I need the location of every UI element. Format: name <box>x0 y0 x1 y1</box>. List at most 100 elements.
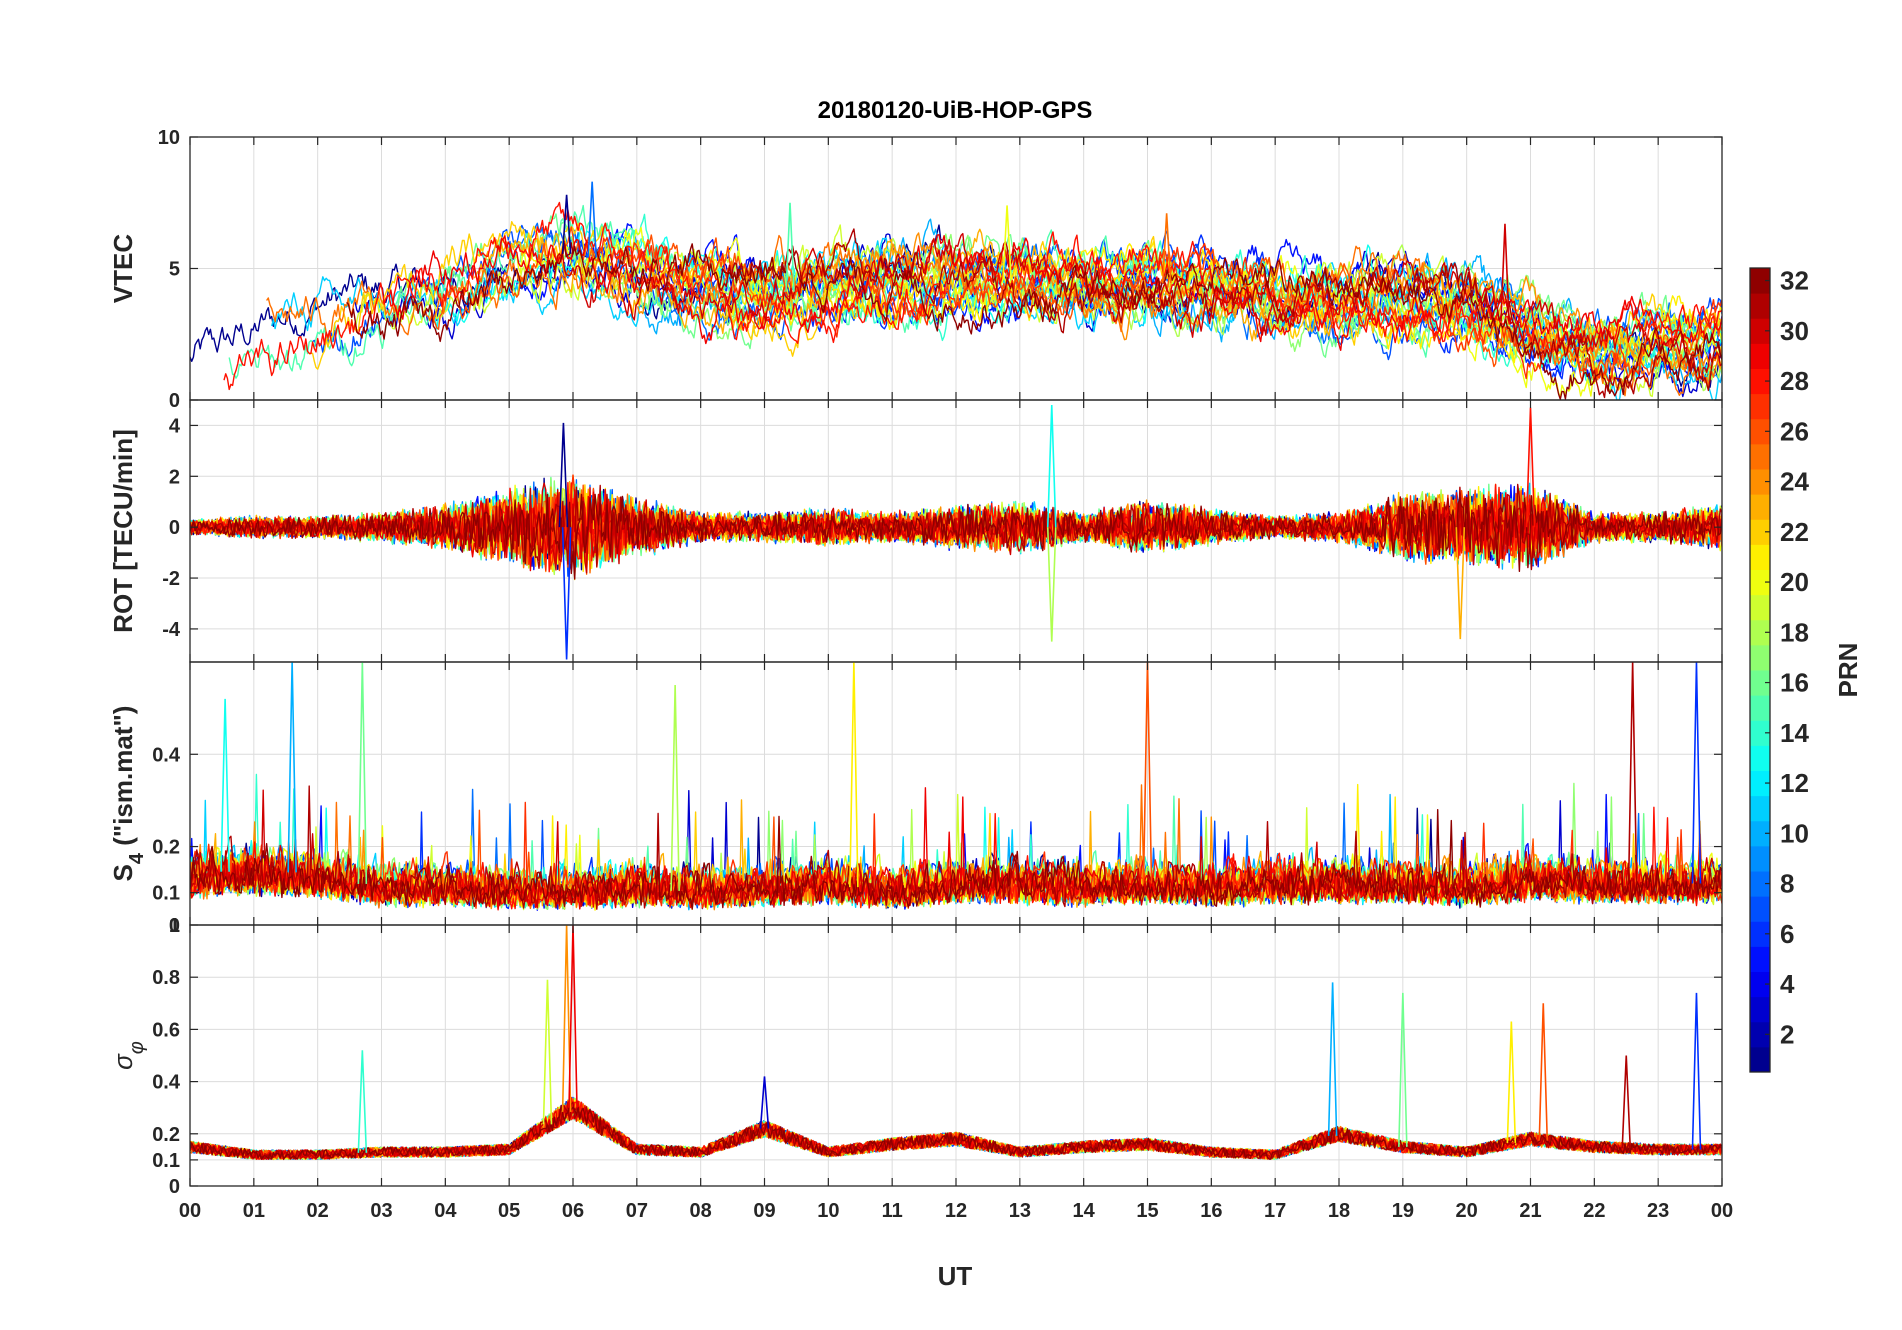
y-tick-label: 0.1 <box>152 883 180 905</box>
colorbar-segment <box>1750 971 1770 998</box>
x-tick-label: 01 <box>243 1200 265 1222</box>
peak-mark <box>1691 662 1702 884</box>
colorbar-segment <box>1750 896 1770 922</box>
colorbar-tick-label: 12 <box>1780 768 1809 798</box>
peak-mark <box>357 1050 368 1153</box>
colorbar-segment <box>1750 670 1770 696</box>
colorbar-segment <box>1750 368 1770 395</box>
colorbar-segment <box>1750 293 1770 319</box>
y-tick-label: 0.6 <box>152 1019 180 1041</box>
colorbar-segment <box>1750 318 1770 344</box>
peak-mark <box>1538 1003 1549 1141</box>
colorbar-segment <box>1750 393 1770 420</box>
y-tick-label: 2 <box>169 466 180 488</box>
peak-mark <box>759 1076 770 1129</box>
colorbar-segment <box>1750 845 1770 872</box>
peak-mark <box>1002 205 1012 280</box>
x-tick-label: 17 <box>1264 1200 1286 1222</box>
series-line-prn-32 <box>190 809 1722 910</box>
colorbar-segment <box>1750 745 1770 771</box>
series-line-prn-23 <box>473 228 1722 370</box>
colorbar-segment <box>1750 594 1770 621</box>
colorbar-segment <box>1750 418 1770 445</box>
y-tick-label: 0 <box>169 1176 180 1198</box>
peak-mark <box>1627 662 1638 884</box>
colorbar-segment <box>1750 820 1770 847</box>
y-tick-label: 0.4 <box>152 1072 181 1094</box>
peak-mark <box>1500 223 1510 322</box>
series-line-prn-30 <box>190 482 1722 574</box>
series-line-prn-32 <box>190 1104 1722 1160</box>
colorbar-tick-label: 14 <box>1780 718 1809 748</box>
series-line-prn-27 <box>596 236 1722 383</box>
colorbar-segment <box>1750 1021 1770 1048</box>
series-line-prn-20 <box>514 226 1722 399</box>
colorbar-tick-label: 18 <box>1780 617 1809 647</box>
peak-mark <box>1161 213 1172 284</box>
y-tick-label: 0.1 <box>152 1150 180 1172</box>
colorbar-segment <box>1750 644 1770 671</box>
x-tick-label: 23 <box>1647 1200 1669 1222</box>
colorbar-segment <box>1750 569 1770 596</box>
x-tick-label: 06 <box>562 1200 584 1222</box>
peak-mark <box>849 662 859 888</box>
panel-s4: 0.1 0.2 0.4 0 S4 ("ism.mat") <box>108 661 1723 937</box>
chart-title: 20180120-UiB-HOP-GPS <box>818 97 1093 124</box>
x-tick-label: 07 <box>626 1200 648 1222</box>
peak-mark <box>1691 992 1702 1150</box>
colorbar-tick-label: 2 <box>1780 1019 1794 1049</box>
colorbar-tick-label: 10 <box>1780 818 1809 848</box>
peak-mark <box>1398 992 1408 1147</box>
peak-mark <box>287 662 297 873</box>
y-tick-label: 0.4 <box>152 744 181 766</box>
colorbar-segment <box>1750 695 1770 721</box>
colorbar-segment <box>1750 443 1770 470</box>
peak-mark <box>1046 405 1057 528</box>
peak-mark <box>785 202 795 292</box>
colorbar-segment <box>1750 519 1770 545</box>
y-tick-label-bottom: 0 <box>169 915 180 937</box>
y-axis-label-rot: ROT [TECU/min] <box>108 429 138 633</box>
series-line-prn-32 <box>190 493 1722 580</box>
peak-mark <box>220 698 230 872</box>
colorbar-segment <box>1750 469 1770 495</box>
panel-rot: -4 -2 0 2 4 ROT [TECU/min] <box>108 399 1723 663</box>
series-s4 <box>190 662 1722 911</box>
x-tick-label: 10 <box>817 1200 839 1222</box>
peak-mark <box>561 194 572 254</box>
x-tick-label: 05 <box>498 1200 520 1222</box>
colorbar-segment <box>1750 268 1770 294</box>
colorbar-segment <box>1750 720 1770 746</box>
x-tick-label: 02 <box>307 1200 329 1222</box>
y-tick-label: 4 <box>169 415 181 437</box>
peak-mark <box>1327 982 1338 1136</box>
colorbar-tick-label: 28 <box>1780 366 1809 396</box>
colorbar-tick-label: 20 <box>1780 567 1809 597</box>
colorbar-segment <box>1750 795 1770 822</box>
x-axis-label: UT <box>938 1261 973 1291</box>
x-tick-label: 03 <box>370 1200 392 1222</box>
colorbar-segment <box>1750 946 1770 972</box>
peak-mark <box>1142 662 1153 884</box>
peak-mark <box>561 527 572 660</box>
colorbar-segment <box>1750 544 1770 570</box>
y-tick-label: 1 <box>169 915 180 937</box>
series-line-prn-30 <box>553 232 1722 381</box>
x-tick-label: 22 <box>1583 1200 1605 1222</box>
colorbar-segment <box>1750 619 1770 646</box>
y-tick-label: 0.2 <box>152 1124 180 1146</box>
panel-sigma_phi: 0 0.1 0.2 0.4 0.6 0.8 1 σφ 00 01 02 03 04 05 06 07 08 09 1… <box>108 915 1733 1222</box>
colorbar-tick-label: 26 <box>1780 416 1809 446</box>
colorbar-segment <box>1750 871 1770 897</box>
colorbar-frame <box>1749 267 1771 1073</box>
y-tick-label: 10 <box>158 127 180 149</box>
x-tick-label: 00 <box>179 1200 201 1222</box>
panel-vtec: 0 5 10 VTEC <box>108 127 1723 412</box>
y-axis-label-s4: S4 ("ism.mat") <box>108 706 148 882</box>
colorbar-tick-label: 22 <box>1780 517 1809 547</box>
series-line-prn-31 <box>190 483 1722 571</box>
peak-mark <box>568 925 578 1108</box>
series-line-prn-32 <box>346 242 1722 400</box>
y-tick-label: 0 <box>169 517 180 539</box>
